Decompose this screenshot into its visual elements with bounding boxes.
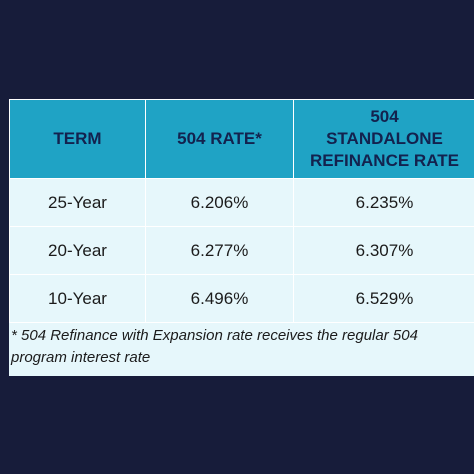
footnote: * 504 Refinance with Expansion rate rece… bbox=[11, 327, 418, 366]
cell-term: 25-Year bbox=[9, 178, 146, 227]
header-refi-line1: 504 bbox=[370, 107, 399, 126]
table-row: 10-Year 6.496% 6.529% bbox=[9, 274, 474, 323]
rates-table: TERM 504 RATE* 504 STANDALONE REFINANCE … bbox=[9, 99, 474, 323]
rates-card: TERM 504 RATE* 504 STANDALONE REFINANCE … bbox=[9, 99, 474, 376]
cell-504-rate: 6.496% bbox=[145, 274, 294, 323]
table-row: 20-Year 6.277% 6.307% bbox=[9, 226, 474, 275]
cell-refinance-rate: 6.307% bbox=[293, 226, 474, 275]
header-refi-line3: REFINANCE RATE bbox=[310, 151, 459, 170]
table-row: 25-Year 6.206% 6.235% bbox=[9, 178, 474, 227]
header-standalone-refinance-rate: 504 STANDALONE REFINANCE RATE bbox=[293, 99, 474, 179]
table-header-row: TERM 504 RATE* 504 STANDALONE REFINANCE … bbox=[9, 99, 474, 179]
cell-504-rate: 6.206% bbox=[145, 178, 294, 227]
cell-504-rate: 6.277% bbox=[145, 226, 294, 275]
cell-refinance-rate: 6.529% bbox=[293, 274, 474, 323]
header-term: TERM bbox=[9, 99, 146, 179]
cell-term: 20-Year bbox=[9, 226, 146, 275]
header-refi-line2: STANDALONE bbox=[326, 129, 443, 148]
cell-term: 10-Year bbox=[9, 274, 146, 323]
header-504-rate: 504 RATE* bbox=[145, 99, 294, 179]
cell-refinance-rate: 6.235% bbox=[293, 178, 474, 227]
